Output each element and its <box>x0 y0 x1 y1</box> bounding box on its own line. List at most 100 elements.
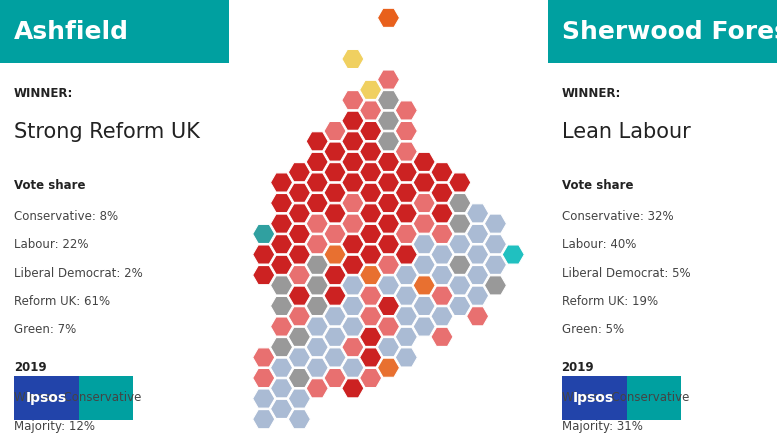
Polygon shape <box>342 276 364 295</box>
Text: Green: 5%: Green: 5% <box>562 323 624 336</box>
Polygon shape <box>270 214 293 233</box>
Polygon shape <box>378 153 399 171</box>
Polygon shape <box>342 317 364 336</box>
Polygon shape <box>378 235 399 254</box>
Polygon shape <box>288 163 311 182</box>
Text: Lean Labour: Lean Labour <box>562 122 690 142</box>
Polygon shape <box>466 286 489 305</box>
Polygon shape <box>395 142 417 161</box>
Polygon shape <box>378 90 399 110</box>
Text: Liberal Democrat: 5%: Liberal Democrat: 5% <box>562 267 690 280</box>
Polygon shape <box>288 348 311 367</box>
Text: Sherwood Forest: Sherwood Forest <box>562 20 777 44</box>
Polygon shape <box>360 307 382 326</box>
Polygon shape <box>360 101 382 120</box>
Polygon shape <box>395 286 417 305</box>
Polygon shape <box>413 214 435 233</box>
Polygon shape <box>395 266 417 284</box>
Text: Labour: 40%: Labour: 40% <box>562 238 636 251</box>
Polygon shape <box>306 235 328 254</box>
Polygon shape <box>360 80 382 100</box>
Polygon shape <box>270 235 293 254</box>
Polygon shape <box>395 183 417 202</box>
Polygon shape <box>395 101 417 120</box>
Polygon shape <box>413 255 435 274</box>
FancyBboxPatch shape <box>0 0 229 63</box>
Polygon shape <box>413 173 435 192</box>
Polygon shape <box>253 245 275 264</box>
Text: Majority: 31%: Majority: 31% <box>562 420 643 433</box>
Polygon shape <box>431 204 453 223</box>
Polygon shape <box>288 409 311 429</box>
Polygon shape <box>270 379 293 398</box>
Text: Conservative: 8%: Conservative: 8% <box>14 210 118 223</box>
Polygon shape <box>449 235 471 254</box>
Polygon shape <box>306 276 328 295</box>
Polygon shape <box>466 224 489 243</box>
Polygon shape <box>360 183 382 202</box>
Text: Winner: Conservative: Winner: Conservative <box>562 391 689 404</box>
Polygon shape <box>449 173 471 192</box>
Polygon shape <box>395 348 417 367</box>
Polygon shape <box>288 224 311 243</box>
Polygon shape <box>270 317 293 336</box>
Polygon shape <box>449 296 471 316</box>
Polygon shape <box>270 255 293 274</box>
Polygon shape <box>413 235 435 254</box>
Text: 2019: 2019 <box>562 361 594 374</box>
Text: Labour: 22%: Labour: 22% <box>14 238 89 251</box>
Polygon shape <box>413 296 435 316</box>
Polygon shape <box>306 379 328 398</box>
Polygon shape <box>253 389 275 408</box>
Text: WINNER:: WINNER: <box>562 87 621 101</box>
Polygon shape <box>378 296 399 316</box>
Polygon shape <box>288 266 311 284</box>
Text: Vote share: Vote share <box>14 179 85 192</box>
Polygon shape <box>288 307 311 326</box>
FancyBboxPatch shape <box>79 376 133 420</box>
Polygon shape <box>395 327 417 347</box>
Polygon shape <box>378 194 399 213</box>
Polygon shape <box>484 235 507 254</box>
Polygon shape <box>484 276 507 295</box>
Polygon shape <box>395 163 417 182</box>
Polygon shape <box>360 286 382 305</box>
Polygon shape <box>395 204 417 223</box>
Polygon shape <box>342 132 364 151</box>
Text: Reform UK: 19%: Reform UK: 19% <box>562 295 657 308</box>
Polygon shape <box>342 49 364 69</box>
Polygon shape <box>395 121 417 141</box>
Polygon shape <box>270 194 293 213</box>
Polygon shape <box>342 111 364 130</box>
Polygon shape <box>270 276 293 295</box>
Text: 2019: 2019 <box>14 361 47 374</box>
Polygon shape <box>378 337 399 357</box>
Polygon shape <box>324 327 346 347</box>
FancyBboxPatch shape <box>548 0 777 63</box>
Polygon shape <box>360 121 382 141</box>
Polygon shape <box>342 194 364 213</box>
Polygon shape <box>270 173 293 192</box>
Polygon shape <box>324 245 346 264</box>
Polygon shape <box>378 132 399 151</box>
Polygon shape <box>288 327 311 347</box>
Text: Reform UK: 61%: Reform UK: 61% <box>14 295 110 308</box>
Polygon shape <box>306 194 328 213</box>
Text: Liberal Democrat: 2%: Liberal Democrat: 2% <box>14 267 142 280</box>
Polygon shape <box>342 337 364 357</box>
Text: Ashfield: Ashfield <box>14 20 129 44</box>
Polygon shape <box>324 348 346 367</box>
Polygon shape <box>395 307 417 326</box>
Polygon shape <box>324 121 346 141</box>
Polygon shape <box>449 276 471 295</box>
Polygon shape <box>395 245 417 264</box>
Polygon shape <box>342 379 364 398</box>
Polygon shape <box>431 163 453 182</box>
Polygon shape <box>378 358 399 377</box>
Text: Green: 7%: Green: 7% <box>14 323 76 336</box>
Polygon shape <box>431 224 453 243</box>
Polygon shape <box>306 337 328 357</box>
Polygon shape <box>431 307 453 326</box>
Polygon shape <box>378 8 399 28</box>
Polygon shape <box>306 214 328 233</box>
